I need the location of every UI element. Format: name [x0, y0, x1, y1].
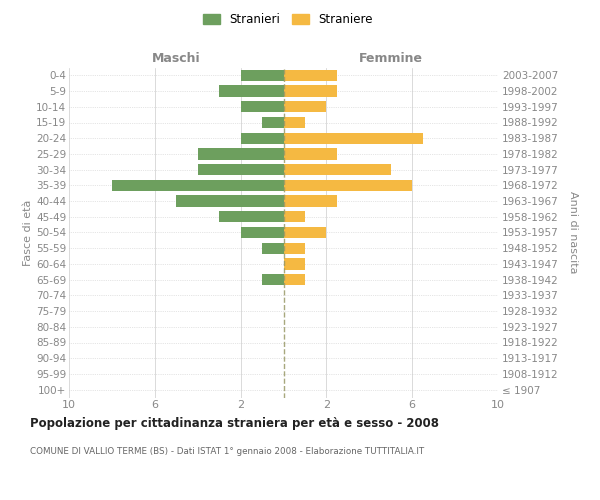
Text: Maschi: Maschi [152, 52, 200, 65]
Bar [284, 117, 305, 128]
Bar [284, 86, 337, 96]
Bar [284, 258, 305, 270]
Bar [284, 274, 305, 285]
Bar [262, 117, 284, 128]
Bar [284, 148, 337, 160]
Bar [284, 101, 326, 112]
Bar [262, 274, 284, 285]
Bar [198, 148, 284, 160]
Bar [198, 164, 284, 175]
Bar [284, 227, 326, 238]
Bar [284, 196, 337, 206]
Bar [219, 86, 284, 96]
Bar [284, 70, 337, 81]
Bar [219, 211, 284, 222]
Bar [241, 70, 284, 81]
Y-axis label: Fasce di età: Fasce di età [23, 200, 33, 266]
Bar [284, 164, 391, 175]
Bar [284, 180, 412, 191]
Bar [112, 180, 284, 191]
Bar [284, 242, 305, 254]
Text: Femmine: Femmine [359, 52, 423, 65]
Text: Popolazione per cittadinanza straniera per età e sesso - 2008: Popolazione per cittadinanza straniera p… [30, 418, 439, 430]
Bar [176, 196, 284, 206]
Bar [241, 132, 284, 144]
Text: COMUNE DI VALLIO TERME (BS) - Dati ISTAT 1° gennaio 2008 - Elaborazione TUTTITAL: COMUNE DI VALLIO TERME (BS) - Dati ISTAT… [30, 448, 424, 456]
Bar [284, 211, 305, 222]
Legend: Stranieri, Straniere: Stranieri, Straniere [199, 8, 377, 31]
Y-axis label: Anni di nascita: Anni di nascita [568, 191, 578, 274]
Bar [241, 227, 284, 238]
Bar [262, 242, 284, 254]
Bar [241, 101, 284, 112]
Bar [284, 132, 423, 144]
